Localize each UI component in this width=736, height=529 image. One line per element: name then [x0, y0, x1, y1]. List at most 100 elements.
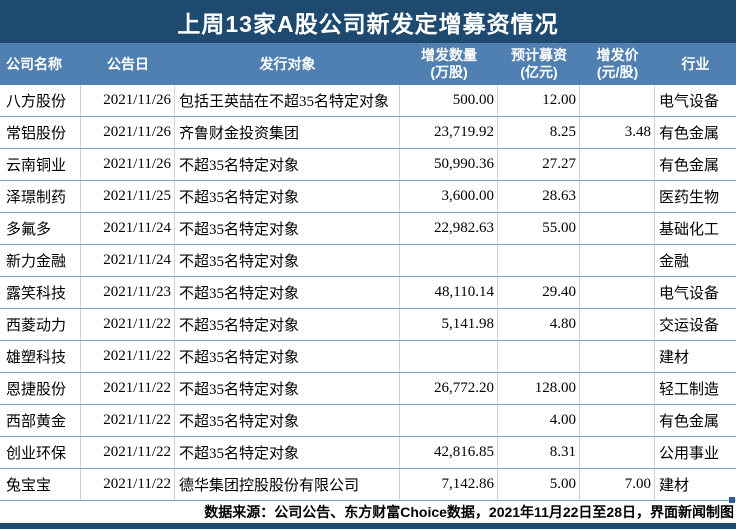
cell-company: 新力金融 — [0, 245, 81, 276]
column-header-issue-price: 增发价 (元/股) — [580, 43, 655, 85]
cell-issue-target: 不超35名特定对象 — [175, 309, 400, 340]
cell-industry: 轻工制造 — [659, 382, 720, 398]
cell-company: 露笑科技 — [0, 277, 81, 308]
cell-industry: 电气设备 — [659, 286, 720, 302]
page-title: 上周13家A股公司新发定增募资情况 — [177, 10, 559, 37]
cell-issue-price — [580, 437, 655, 468]
cell-announce-date: 2021/11/23 — [81, 277, 175, 308]
cell-issue-quantity — [400, 405, 498, 436]
cell-issue-target: 不超35名特定对象 — [175, 405, 400, 436]
cell-issue-quantity: 500.00 — [400, 85, 498, 116]
cell-issue-price — [580, 277, 655, 308]
cell-expected-raise: 27.27 — [498, 149, 580, 180]
column-header-company: 公司名称 — [0, 43, 81, 85]
cell-issue-quantity: 50,990.36 — [400, 149, 498, 180]
cell-issue-quantity: 5,141.98 — [400, 309, 498, 340]
cell-industry: 有色金属 — [659, 158, 720, 174]
column-header-issue-target: 发行对象 — [175, 43, 400, 85]
cell-expected-raise: 55.00 — [498, 213, 580, 244]
column-header-industry: 行业 — [655, 43, 736, 85]
cell-expected-raise: 28.63 — [498, 181, 580, 212]
cell-issue-quantity — [400, 341, 498, 372]
cell-issue-quantity: 23,719.92 — [400, 117, 498, 148]
cell-announce-date: 2021/11/26 — [81, 117, 175, 148]
cell-company: 云南铜业 — [0, 149, 81, 180]
cell-industry: 建材 — [659, 478, 690, 494]
cell-company: 西部黄金 — [0, 405, 81, 436]
cell-company: 西菱动力 — [0, 309, 81, 340]
cell-announce-date: 2021/11/22 — [81, 341, 175, 372]
cell-company: 常铝股份 — [0, 117, 81, 148]
cell-announce-date: 2021/11/22 — [81, 309, 175, 340]
cell-expected-raise: 4.80 — [498, 309, 580, 340]
cell-issue-target: 不超35名特定对象 — [175, 245, 400, 276]
cell-expected-raise: 12.00 — [498, 85, 580, 116]
bottom-bar — [0, 523, 736, 529]
cell-announce-date: 2021/11/26 — [81, 149, 175, 180]
cell-issue-price — [580, 181, 655, 212]
cell-issue-quantity: 22,982.63 — [400, 213, 498, 244]
cell-company: 八方股份 — [0, 85, 81, 116]
table-row: 雄塑科技 2021/11/22 不超35名特定对象 建材 — [0, 341, 736, 373]
cell-issue-quantity: 3,600.00 — [400, 181, 498, 212]
cell-issue-price — [580, 309, 655, 340]
cell-issue-price — [580, 85, 655, 116]
cell-industry: 电气设备 — [659, 94, 720, 110]
cell-issue-target: 不超35名特定对象 — [175, 149, 400, 180]
table-row: 西菱动力 2021/11/22 不超35名特定对象 5,141.98 4.80 交运设备 — [0, 309, 736, 341]
footer-row: 数据来源：公司公告、东方财富Choice数据，2021年11月22日至28日，界… — [0, 501, 736, 523]
cell-issue-price — [580, 341, 655, 372]
cell-issue-price — [580, 405, 655, 436]
cell-issue-price — [580, 213, 655, 244]
cell-expected-raise: 5.00 — [498, 469, 580, 500]
cell-expected-raise: 128.00 — [498, 373, 580, 404]
source-note: 数据来源：公司公告、东方财富Choice数据，2021年11月22日至28日，界… — [204, 504, 734, 520]
column-header-unit: (亿元) — [520, 64, 558, 80]
cell-issue-price — [580, 373, 655, 404]
title-bar: 上周13家A股公司新发定增募资情况 — [0, 0, 736, 43]
table-row: 西部黄金 2021/11/22 不超35名特定对象 4.00 有色金属 — [0, 405, 736, 437]
cell-issue-target: 不超35名特定对象 — [175, 277, 400, 308]
cell-announce-date: 2021/11/22 — [81, 373, 175, 404]
cell-announce-date: 2021/11/26 — [81, 85, 175, 116]
column-header-label: 行业 — [681, 55, 710, 72]
column-header-expected-raise: 预计募资 (亿元) — [498, 43, 580, 85]
cell-announce-date: 2021/11/24 — [81, 245, 175, 276]
cell-announce-date: 2021/11/25 — [81, 181, 175, 212]
cell-company: 恩捷股份 — [0, 373, 81, 404]
cell-industry: 有色金属 — [659, 126, 720, 142]
cell-issue-price — [580, 245, 655, 276]
column-header-unit: (元/股) — [596, 64, 639, 80]
selection-corner-mark — [729, 497, 735, 503]
table-row: 泽璟制药 2021/11/25 不超35名特定对象 3,600.00 28.63 医药生物 — [0, 181, 736, 213]
cell-company: 兔宝宝 — [0, 469, 81, 500]
column-header-label: 增发数量 — [421, 47, 477, 63]
cell-issue-target: 不超35名特定对象 — [175, 341, 400, 372]
cell-issue-target: 不超35名特定对象 — [175, 213, 400, 244]
column-header-announce-date: 公告日 — [81, 43, 175, 85]
cell-expected-raise: 8.31 — [498, 437, 580, 468]
cell-issue-quantity: 26,772.20 — [400, 373, 498, 404]
cell-issue-target: 齐鲁财金投资集团 — [175, 117, 400, 148]
cell-issue-quantity: 42,816.85 — [400, 437, 498, 468]
cell-announce-date: 2021/11/22 — [81, 437, 175, 468]
cell-industry: 基础化工 — [659, 222, 720, 238]
column-header-label: 发行对象 — [259, 55, 316, 72]
cell-announce-date: 2021/11/22 — [81, 405, 175, 436]
cell-issue-price: 7.00 — [580, 469, 655, 500]
cell-issue-target: 德华集团控股股份有限公司 — [175, 469, 400, 500]
column-header-label: 增发价 — [596, 47, 639, 63]
cell-expected-raise: 29.40 — [498, 277, 580, 308]
cell-industry: 有色金属 — [659, 414, 720, 430]
cell-company: 创业环保 — [0, 437, 81, 468]
cell-company: 泽璟制药 — [0, 181, 81, 212]
cell-expected-raise: 4.00 — [498, 405, 580, 436]
cell-issue-quantity: 7,142.86 — [400, 469, 498, 500]
cell-company: 多氟多 — [0, 213, 81, 244]
column-header-label: 预计募资 — [511, 47, 567, 63]
cell-industry: 医药生物 — [659, 190, 720, 206]
cell-expected-raise — [498, 245, 580, 276]
cell-announce-date: 2021/11/22 — [81, 469, 175, 500]
table-row: 八方股份 2021/11/26 包括王英喆在不超35名特定对象 500.00 12.00… — [0, 85, 736, 117]
